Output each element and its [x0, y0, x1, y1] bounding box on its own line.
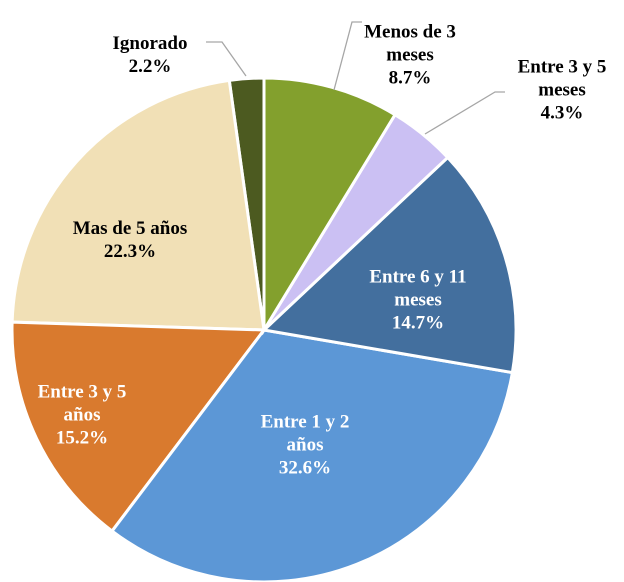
slice-label: Entre 3 y 5 años 15.2% — [27, 381, 137, 450]
slice-name: Entre 3 y 5 años — [37, 381, 127, 426]
slice-value: 2.2% — [128, 56, 172, 77]
slice-label: Ignorado 2.2% — [70, 32, 230, 78]
leader-line — [206, 41, 247, 77]
pie-slice — [109, 328, 515, 582]
slice-value: 4.3% — [540, 102, 584, 124]
slice-value: 14.7% — [391, 312, 445, 334]
slice-name: Entre 3 y 5 meses — [517, 56, 607, 101]
slice-value: 32.6% — [278, 457, 332, 479]
leader-line — [333, 21, 362, 91]
slice-name: Entre 6 y 11 meses — [369, 266, 467, 311]
slice-label: Entre 3 y 5 meses 4.3% — [500, 56, 624, 125]
slice-label: Mas de 5 años 22.3% — [40, 217, 220, 263]
slice-name: Ignorado — [112, 33, 188, 54]
slice-name: Entre 1 y 2 años — [260, 411, 350, 456]
slice-name: Menos de 3 meses — [364, 21, 456, 66]
slice-label: Menos de 3 meses 8.7% — [345, 21, 475, 90]
pie-slice — [262, 76, 398, 336]
slice-name: Mas de 5 años — [72, 218, 188, 239]
slice-value: 15.2% — [55, 427, 109, 449]
slice-label: Entre 1 y 2 años 32.6% — [240, 411, 370, 480]
pie-slice — [10, 78, 266, 332]
slice-label: Entre 6 y 11 meses 14.7% — [348, 266, 488, 335]
slice-value: 22.3% — [103, 241, 157, 262]
pie-slice — [10, 320, 267, 534]
pie-slice — [260, 155, 518, 375]
leader-line — [424, 91, 505, 135]
slice-value: 8.7% — [388, 67, 432, 89]
